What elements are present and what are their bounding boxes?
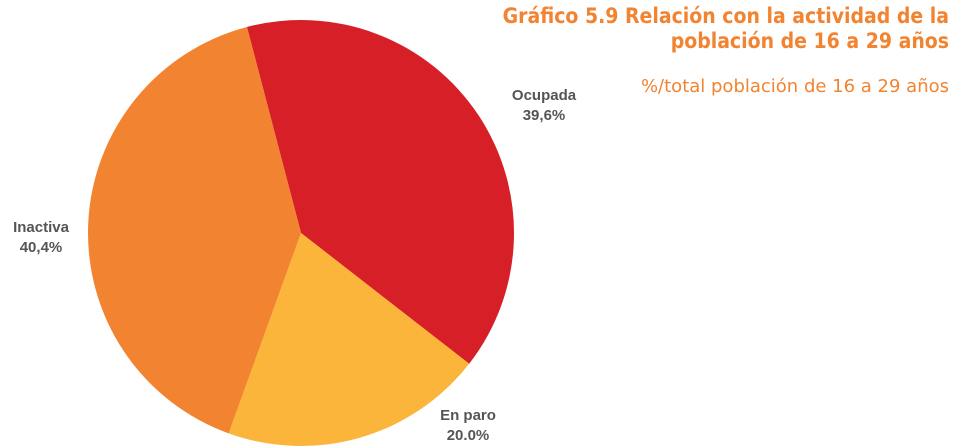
slice-value-label: 40,4% [20, 239, 63, 256]
slice-label: En paro [440, 407, 496, 424]
slice-label: Inactiva [13, 219, 70, 236]
pie-slice [228, 233, 470, 447]
chart-title: Gráfico 5.9 Relación con la actividad de… [502, 4, 949, 53]
slice-value-label: 39,6% [523, 107, 566, 124]
slice-label: Ocupada [512, 87, 577, 104]
pie-slice [246, 19, 515, 364]
pie-slice [87, 26, 301, 434]
chart-subtitle: %/total población de 16 a 29 años [640, 76, 949, 97]
slice-value-label: 20.0% [447, 427, 490, 444]
